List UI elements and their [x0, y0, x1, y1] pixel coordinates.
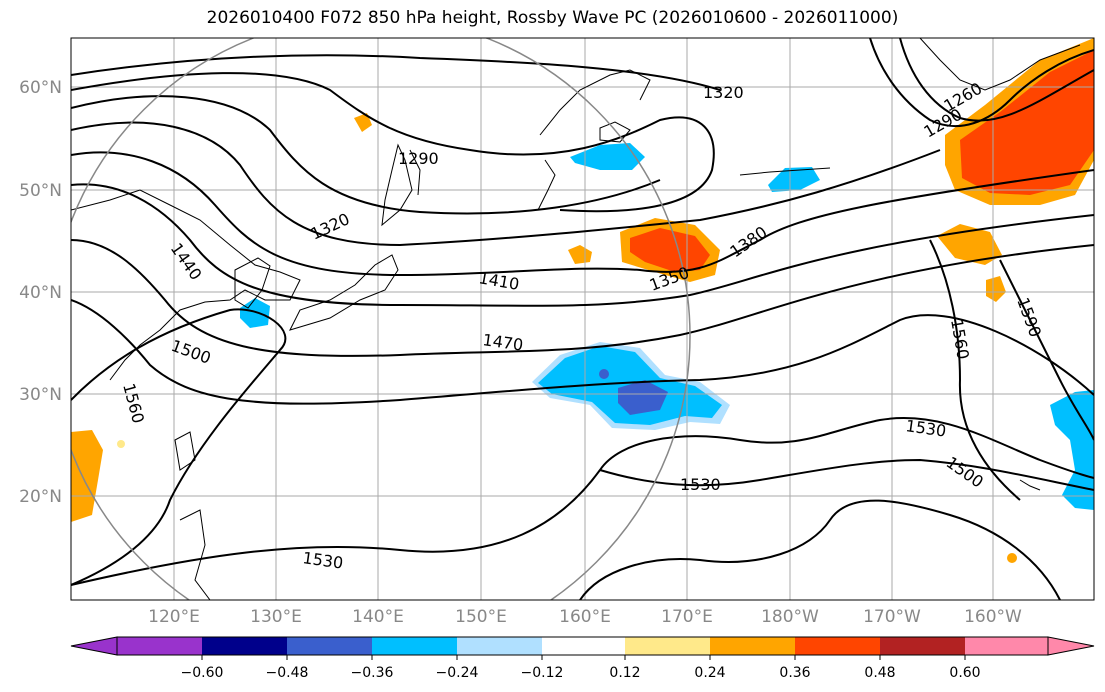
map-border: [70, 37, 1095, 601]
contour-label: 1530: [680, 475, 721, 494]
lat-label: 60°N: [19, 78, 62, 98]
colorbar-segment: [965, 637, 1048, 655]
longitude-labels: 120°E 130°E 140°E 150°E 160°E 170°E 180°…: [148, 607, 1022, 627]
colorbar-segment: [710, 637, 795, 655]
negative-anomaly-korea: [240, 298, 270, 328]
negative-anomaly-aleutian: [768, 167, 820, 192]
lon-label: 180°W: [761, 607, 819, 627]
colorbar-tick-label: −0.36: [351, 665, 394, 681]
contour-label: 1320: [703, 83, 744, 102]
lon-label: 170°E: [661, 607, 713, 627]
lat-label: 40°N: [19, 283, 62, 303]
reference-circle: [71, 38, 691, 600]
map-title: 2026010400 F072 850 hPa height, Rossby W…: [206, 8, 899, 28]
lon-label: 160°E: [559, 607, 611, 627]
lat-label: 30°N: [19, 385, 62, 405]
colorbar-segment: [542, 637, 625, 655]
colorbar-tick-label: −0.12: [521, 665, 564, 681]
lat-label: 20°N: [19, 487, 62, 507]
positive-anomaly-east-2: [986, 276, 1006, 302]
colorbar-tick-label: 0.36: [779, 665, 810, 681]
coastlines: [71, 38, 1081, 600]
negative-anomaly-north: [570, 143, 645, 170]
colorbar-tick-label: 0.12: [609, 665, 640, 681]
lat-label: 50°N: [19, 181, 62, 201]
positive-anomaly-small-2: [354, 113, 372, 132]
colorbar-segment: [625, 637, 710, 655]
colorbar-segment: [457, 637, 542, 655]
colorbar-segment: [880, 637, 965, 655]
colorbar-segment: [795, 637, 880, 655]
height-contours: [71, 38, 1094, 600]
colorbar: −0.60 −0.48 −0.36 −0.24 −0.12 0.12 0.24 …: [70, 636, 1095, 681]
colorbar-extend-low: [70, 636, 118, 656]
colorbar-tick-label: 0.48: [864, 665, 895, 681]
latitude-labels: 60°N 50°N 40°N 30°N 20°N: [19, 78, 62, 507]
lon-label: 140°E: [352, 607, 404, 627]
colorbar-tick-label: 0.24: [694, 665, 725, 681]
negative-anomaly-central-core: [618, 380, 668, 415]
contour-label: 1290: [398, 149, 439, 168]
colorbar-tick-label: −0.48: [266, 665, 309, 681]
colorbar-tick-label: −0.60: [181, 665, 224, 681]
colorbar-tick-label: 0.60: [949, 665, 980, 681]
colorbar-extend-high: [1047, 636, 1095, 656]
lon-label: 130°E: [250, 607, 302, 627]
positive-anomaly-small-1: [568, 245, 592, 264]
lon-label: 170°W: [863, 607, 921, 627]
colorbar-segment: [202, 637, 287, 655]
positive-anomaly-west: [71, 430, 103, 522]
gridlines: [71, 38, 1094, 600]
colorbar-segment: [117, 637, 202, 655]
anomaly-shading: [71, 38, 1094, 563]
lon-label: 160°W: [964, 607, 1022, 627]
colorbar-tick-label: −0.24: [436, 665, 479, 681]
colorbar-segment: [372, 637, 457, 655]
colorbar-segment: [287, 637, 372, 655]
positive-anomaly-central-core: [630, 228, 710, 272]
lon-label: 150°E: [455, 607, 507, 627]
lon-label: 120°E: [148, 607, 200, 627]
